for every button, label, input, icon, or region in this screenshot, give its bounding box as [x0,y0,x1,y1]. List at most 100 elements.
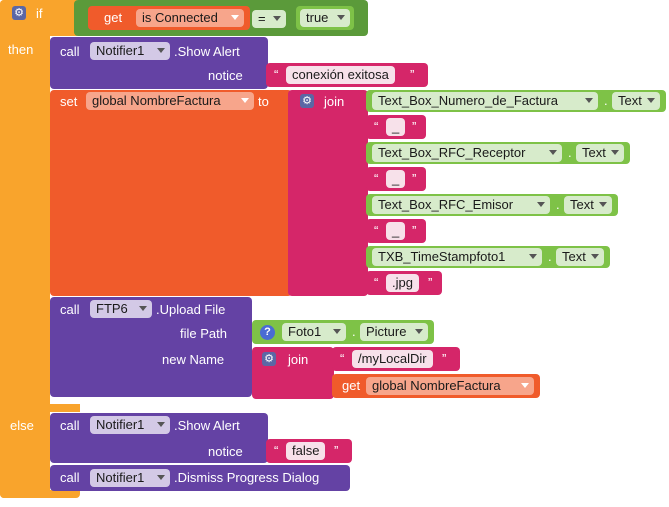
chevron-down-icon [521,383,529,388]
property-dropdown[interactable]: Picture [360,323,428,341]
open-quote: “ [374,171,379,186]
boolean-block[interactable]: true [296,6,354,30]
set-variable-block[interactable]: set global NombreFactura to [50,90,292,296]
if-label: if [36,6,43,21]
chevron-down-icon [585,98,593,103]
text-value[interactable]: _ [386,222,406,240]
get-label: get [342,378,361,393]
if-block[interactable]: ⚙ if then else [0,0,80,498]
if-block-footer [0,490,80,498]
text-value[interactable]: conexión exitosa [286,66,395,84]
text-value[interactable]: .jpg [386,274,419,292]
chevron-down-icon [647,98,655,103]
join-block[interactable]: ⚙ join [252,347,334,399]
component-dropdown[interactable]: Text_Box_Numero_de_Factura [372,92,598,110]
chevron-down-icon [231,15,239,20]
property-name: Text [570,197,594,212]
get-block[interactable]: get is Connected [88,6,250,30]
component-dropdown[interactable]: TXB_TimeStampfoto1 [372,248,542,266]
chevron-down-icon [157,48,165,53]
variable-dropdown[interactable]: global NombreFactura [366,377,534,395]
set-label: set [60,94,78,109]
component-dropdown[interactable]: Text_Box_RFC_Emisor [372,196,550,214]
property-dropdown[interactable]: Text [612,92,660,110]
property-dropdown[interactable]: Text [556,248,604,266]
component-dropdown[interactable]: Notifier1 [90,42,170,60]
dot-separator: . [556,197,560,212]
chevron-down-icon [611,150,619,155]
call-label: call [60,418,80,433]
component-dropdown[interactable]: FTP6 [90,300,152,318]
gear-icon[interactable]: ⚙ [300,94,314,108]
chevron-down-icon [157,475,165,480]
operator-dropdown[interactable]: = [252,10,286,28]
dismiss-progress-dialog-block[interactable]: call Notifier1 .Dismiss Progress Dialog [50,465,350,491]
gear-icon[interactable]: ⚙ [262,352,276,366]
close-quote: ” [410,67,415,82]
component-dropdown[interactable]: Foto1 [282,323,346,341]
close-quote: ” [412,223,417,238]
file-path-param-label: file Path [180,326,227,341]
else-label: else [10,418,34,433]
chevron-down-icon [273,16,281,21]
set-variable-dropdown[interactable]: global NombreFactura [86,92,254,110]
gear-icon[interactable]: ⚙ [12,6,26,20]
boolean-value: true [306,10,329,25]
chevron-down-icon [139,306,147,311]
text-value[interactable]: _ [386,170,406,188]
component-property-block[interactable]: ? Foto1 . Picture [252,320,434,344]
text-block[interactable]: “ /myLocalDir ” [332,347,460,371]
text-value[interactable]: /myLocalDir [352,350,433,368]
variable-dropdown-value: is Connected [142,10,218,25]
component-dropdown[interactable]: Text_Box_RFC_Receptor [372,144,562,162]
text-block[interactable]: “ .jpg ” [366,271,442,295]
chevron-down-icon [537,202,545,207]
component-property-block[interactable]: Text_Box_Numero_de_Factura . Text [366,90,666,112]
component-property-block[interactable]: Text_Box_RFC_Emisor . Text [366,194,618,216]
component-name: Notifier1 [96,470,145,485]
property-dropdown[interactable]: Text [576,144,624,162]
notice-param-label: notice [208,444,243,459]
join-block[interactable]: ⚙ join [288,90,368,296]
close-quote: ” [428,275,433,290]
get-label: get [104,10,123,25]
property-name: Picture [366,324,407,339]
component-dropdown[interactable]: Notifier1 [90,416,170,434]
property-dropdown[interactable]: Text [564,196,612,214]
chevron-down-icon [415,329,423,334]
component-name: Text_Box_RFC_Receptor [378,145,526,160]
component-name: Text_Box_RFC_Emisor [378,197,514,212]
variable-dropdown[interactable]: is Connected [136,9,244,27]
text-block[interactable]: “ _ ” [366,219,426,243]
get-block[interactable]: get global NombreFactura [332,374,540,398]
compare-block[interactable]: get is Connected = true [74,0,368,36]
boolean-dropdown[interactable]: true [300,9,350,27]
text-block[interactable]: “ _ ” [366,167,426,191]
component-dropdown[interactable]: Notifier1 [90,469,170,487]
call-label: call [60,470,80,485]
open-quote: “ [274,443,279,458]
open-quote: “ [374,223,379,238]
component-property-block[interactable]: Text_Box_RFC_Receptor . Text [366,142,630,164]
text-block[interactable]: “ _ ” [366,115,426,139]
component-name: Foto1 [288,324,322,339]
component-name: Notifier1 [96,43,145,58]
operator-value: = [258,11,266,26]
component-property-block[interactable]: TXB_TimeStampfoto1 . Text [366,246,610,268]
text-block[interactable]: “ false ” [266,439,352,463]
then-label: then [8,42,34,57]
call-label: call [60,44,80,59]
component-name: Text_Box_Numero_de_Factura [378,93,558,108]
show-alert-block[interactable]: call Notifier1 .Show Alert notice [50,413,268,463]
text-value[interactable]: false [286,442,326,460]
upload-file-block[interactable]: call FTP6 .Upload File file Path new Nam… [50,297,252,397]
close-quote: ” [412,119,417,134]
dot-separator: . [604,93,608,108]
component-name: FTP6 [96,301,128,316]
to-label: to [258,94,269,109]
text-value[interactable]: _ [386,118,406,136]
text-block[interactable]: “ conexión exitosa ” [266,63,428,87]
question-icon[interactable]: ? [260,325,275,340]
show-alert-block[interactable]: call Notifier1 .Show Alert notice [50,37,268,89]
chevron-down-icon [157,422,165,427]
